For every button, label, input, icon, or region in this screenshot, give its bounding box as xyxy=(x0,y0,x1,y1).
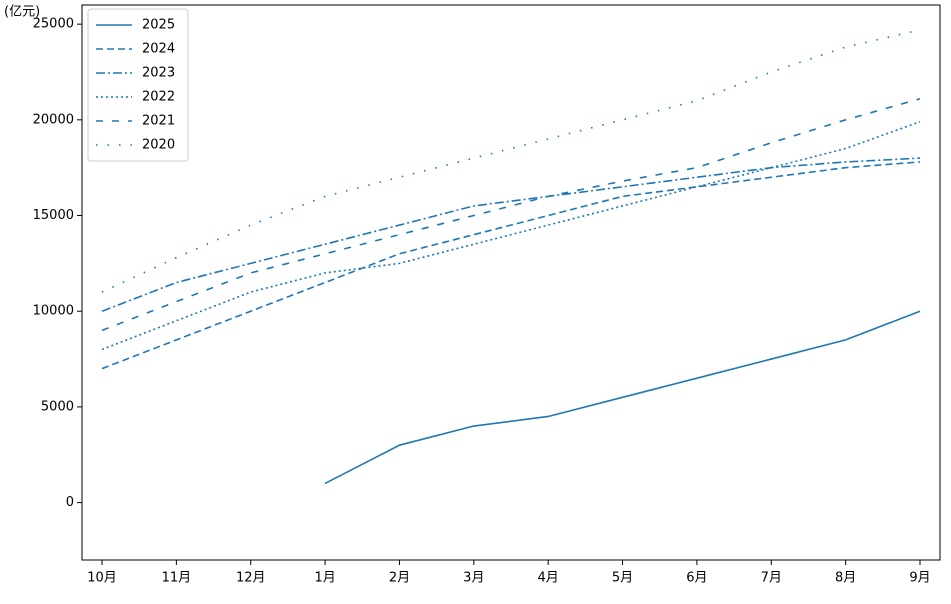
legend-label: 2021 xyxy=(142,114,175,129)
series-line xyxy=(324,310,921,485)
legend-label: 2020 xyxy=(142,138,175,153)
y-tick-label: 10000 xyxy=(33,304,74,319)
series-line xyxy=(101,98,921,332)
y-tick-label: 15000 xyxy=(33,208,74,223)
series-line xyxy=(101,161,921,370)
y-tick-label: 5000 xyxy=(41,399,74,414)
legend-label: 2022 xyxy=(142,90,175,105)
series-line xyxy=(101,157,921,312)
x-tick-label: 6月 xyxy=(686,571,707,586)
legend-box xyxy=(87,8,189,162)
y-tick-label: 0 xyxy=(66,495,74,510)
y-tick-label: 25000 xyxy=(33,17,74,32)
x-tick-label: 4月 xyxy=(538,571,559,586)
legend-label: 2023 xyxy=(142,66,175,81)
x-tick-label: 12月 xyxy=(236,571,266,586)
y-tick-label: 20000 xyxy=(33,112,74,127)
x-tick-label: 7月 xyxy=(761,571,782,586)
x-tick-label: 1月 xyxy=(314,571,335,586)
x-tick-label: 9月 xyxy=(909,571,930,586)
x-tick-label: 3月 xyxy=(463,571,484,586)
plot-frame xyxy=(81,4,941,561)
series-line xyxy=(101,120,921,351)
x-tick-label: 11月 xyxy=(162,571,192,586)
x-tick-label: 5月 xyxy=(612,571,633,586)
legend-label: 2025 xyxy=(142,18,175,33)
x-tick-label: 2月 xyxy=(389,571,410,586)
x-tick-label: 10月 xyxy=(87,571,117,586)
y-axis-label: (亿元) xyxy=(4,5,40,20)
series-line xyxy=(101,29,921,293)
x-tick-label: 8月 xyxy=(835,571,856,586)
legend-label: 2024 xyxy=(142,42,175,57)
